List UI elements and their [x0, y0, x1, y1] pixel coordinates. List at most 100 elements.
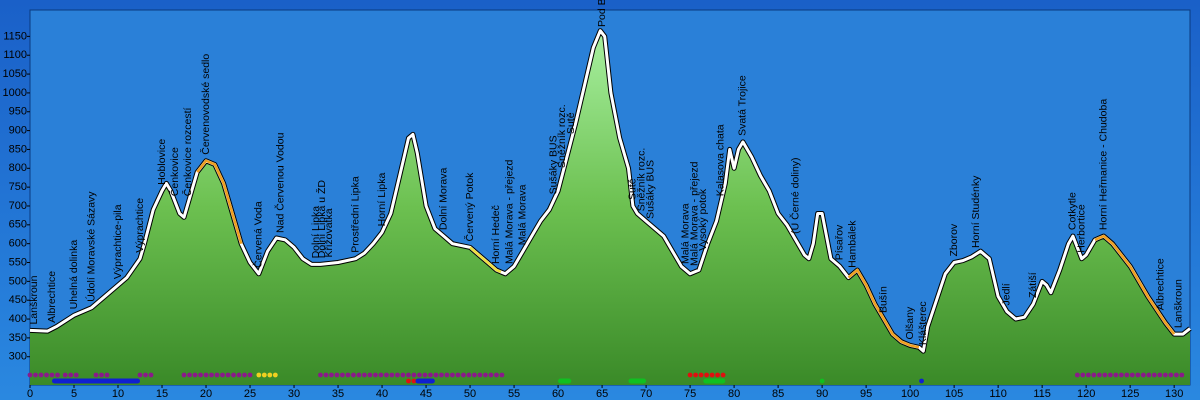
route-bar [415, 378, 435, 384]
route-dot [1074, 372, 1080, 378]
route-dot [367, 372, 373, 378]
place-label: Lanškroun [1172, 279, 1184, 328]
route-dot [384, 372, 389, 378]
place-label: Dolní Morava [437, 168, 449, 231]
place-label: Čenkovice [168, 147, 181, 196]
place-label: Sutě [627, 178, 639, 200]
route-dot [225, 372, 231, 378]
x-tick-label: 0 [27, 388, 33, 400]
route-dot [1157, 372, 1163, 378]
route-dots [318, 372, 505, 378]
route-dot [693, 372, 698, 378]
route-dot [93, 372, 99, 378]
route-bar [628, 378, 647, 384]
x-tick-label: 5 [71, 388, 77, 400]
route-dot [236, 372, 242, 378]
x-tick-label: 55 [508, 388, 520, 400]
route-dots [181, 372, 253, 378]
route-dot [488, 372, 494, 378]
profile-line [29, 29, 1191, 353]
x-tick-label: 65 [596, 388, 608, 400]
place-label: Herbortice [1076, 204, 1088, 253]
route-dots [137, 372, 154, 378]
route-dot [104, 372, 110, 378]
place-label: Malá Morava [679, 203, 691, 264]
place-label: Lanškroun [28, 275, 40, 324]
route-dot [373, 372, 378, 378]
place-label: Čenkovice rozcestí [181, 107, 194, 196]
route-dot [267, 372, 273, 378]
route-bar [558, 378, 572, 384]
route-dot [819, 378, 825, 384]
route-dots [62, 372, 79, 378]
route-dot [318, 372, 323, 378]
route-dot [406, 372, 411, 378]
profile-area [30, 30, 1190, 385]
place-label: Zátiší [1027, 272, 1039, 298]
route-dot [1091, 372, 1097, 378]
route-dot [181, 372, 187, 378]
place-label: Výprachtice [134, 198, 146, 253]
route-dot [73, 372, 79, 378]
place-label: Sněžník rozc. [556, 104, 568, 168]
y-tick-label: 1050 [3, 68, 27, 80]
route-dot [99, 372, 104, 378]
route-dot [1118, 372, 1124, 378]
route-dot [329, 372, 334, 378]
route-dot [461, 372, 466, 378]
route-dot [242, 372, 247, 378]
route-bar [703, 378, 726, 384]
route-dot [1129, 372, 1135, 378]
route-dot [340, 372, 345, 378]
x-tick-label: 50 [464, 388, 476, 400]
x-tick-label: 95 [860, 388, 872, 400]
route-dot [38, 372, 44, 378]
place-label: Červená Voda [252, 201, 265, 268]
x-tick-label: 10 [112, 388, 124, 400]
route-dot [220, 372, 225, 378]
route-dot [261, 372, 267, 378]
x-tick-label: 105 [945, 388, 963, 400]
place-label: Klášterec [917, 301, 929, 345]
route-dot [439, 372, 444, 378]
place-label: Svatá Trojice [737, 75, 749, 136]
route-dot [68, 372, 74, 378]
route-dot [1179, 372, 1185, 378]
route-dot [411, 372, 417, 378]
y-tick-label: 1150 [3, 30, 27, 42]
highlight-segment [847, 268, 920, 349]
route-dot [1135, 372, 1141, 378]
route-dot [406, 378, 411, 384]
route-dot [209, 372, 214, 378]
place-label: Malá Morava [517, 184, 529, 245]
route-dot [455, 372, 461, 378]
place-label: Horní Hedeč [490, 205, 502, 264]
route-dot [33, 372, 38, 378]
route-dot [55, 372, 60, 378]
x-tick-label: 70 [640, 388, 652, 400]
route-dot [919, 378, 924, 384]
place-label: Údolí Moravské Sázavy [84, 191, 97, 302]
route-dot [411, 378, 417, 384]
place-label: Horní Lipka [376, 173, 388, 227]
route-dot [1107, 372, 1113, 378]
route-dot [49, 372, 55, 378]
place-label: Zborov [948, 223, 960, 256]
route-dot [466, 372, 472, 378]
x-tick-label: 40 [376, 388, 388, 400]
y-tick-label: 1000 [3, 87, 27, 99]
place-label: (U Černé doliny) [788, 157, 801, 233]
place-label: Výprachtice-pila [112, 204, 124, 279]
route-dot [1168, 372, 1174, 378]
route-dot [444, 372, 450, 378]
route-dots [687, 372, 726, 378]
route-dot [1173, 372, 1179, 378]
y-tick-label: 300 [9, 351, 27, 363]
route-dot [1162, 372, 1168, 378]
route-dot [499, 372, 505, 378]
route-dot [1140, 372, 1146, 378]
place-label: Malá Morava - přejezd [688, 161, 700, 266]
route-dot [698, 372, 704, 378]
place-label: Uhelná dolinka [68, 240, 80, 310]
